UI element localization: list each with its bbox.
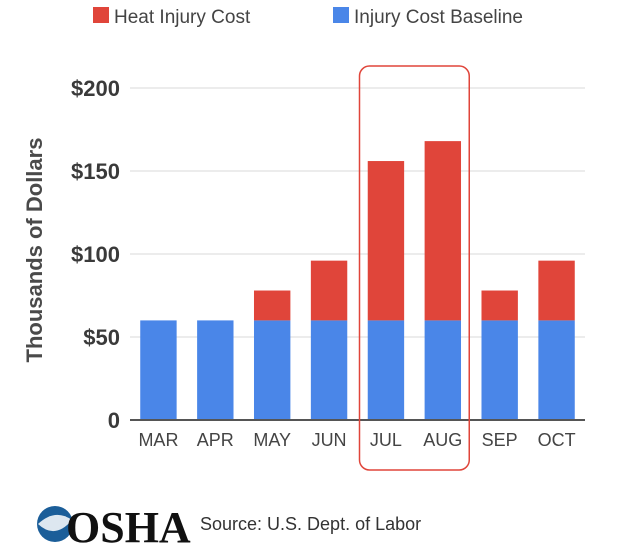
bar-baseline-jun xyxy=(310,320,348,420)
legend: Heat Injury Cost Injury Cost Baseline xyxy=(93,7,523,28)
y-tick-label: $200 xyxy=(71,76,120,101)
x-tick-label: AUG xyxy=(423,430,462,450)
legend-swatch-baseline xyxy=(333,7,349,23)
osha-logo-swoosh xyxy=(38,514,72,532)
y-axis-label: Thousands of Dollars xyxy=(22,138,47,363)
legend-label-heat: Heat Injury Cost xyxy=(114,7,251,28)
bars xyxy=(140,141,575,420)
x-tick-label: OCT xyxy=(538,430,576,450)
osha-logo-text: OSHA xyxy=(66,503,191,552)
y-tick-label: $100 xyxy=(71,242,120,267)
bar-heat-jun xyxy=(310,260,348,321)
legend-swatch-heat xyxy=(93,7,109,23)
bar-baseline-aug xyxy=(424,320,462,420)
x-tick-label: JUN xyxy=(312,430,347,450)
x-axis-ticks: MAR APR MAY JUN JUL AUG SEP OCT xyxy=(138,430,575,450)
footer: OSHA Source: U.S. Dept. of Labor xyxy=(37,503,421,552)
bar-baseline-jul xyxy=(367,320,405,420)
y-axis-ticks: 0 $50 $100 $150 $200 xyxy=(71,76,120,433)
legend-label-baseline: Injury Cost Baseline xyxy=(354,7,523,28)
bar-heat-oct xyxy=(538,260,575,321)
bar-heat-aug xyxy=(424,141,462,321)
x-tick-label: APR xyxy=(197,430,234,450)
bar-baseline-apr xyxy=(197,320,234,420)
bar-baseline-mar xyxy=(140,320,177,420)
bar-heat-jul xyxy=(367,161,405,321)
osha-logo: OSHA xyxy=(37,503,191,552)
bar-heat-sep xyxy=(481,290,518,321)
bar-baseline-may xyxy=(253,320,291,420)
source-text: Source: U.S. Dept. of Labor xyxy=(200,514,421,534)
x-tick-label: JUL xyxy=(370,430,402,450)
y-tick-label: 0 xyxy=(108,408,120,433)
y-tick-label: $50 xyxy=(83,325,120,350)
x-tick-label: MAR xyxy=(138,430,178,450)
bar-baseline-sep xyxy=(481,320,518,420)
x-tick-label: SEP xyxy=(482,430,518,450)
bar-heat-may xyxy=(253,290,291,321)
highlight-box xyxy=(358,65,470,471)
x-tick-label: MAY xyxy=(253,430,291,450)
bar-baseline-oct xyxy=(538,320,575,420)
y-tick-label: $150 xyxy=(71,159,120,184)
